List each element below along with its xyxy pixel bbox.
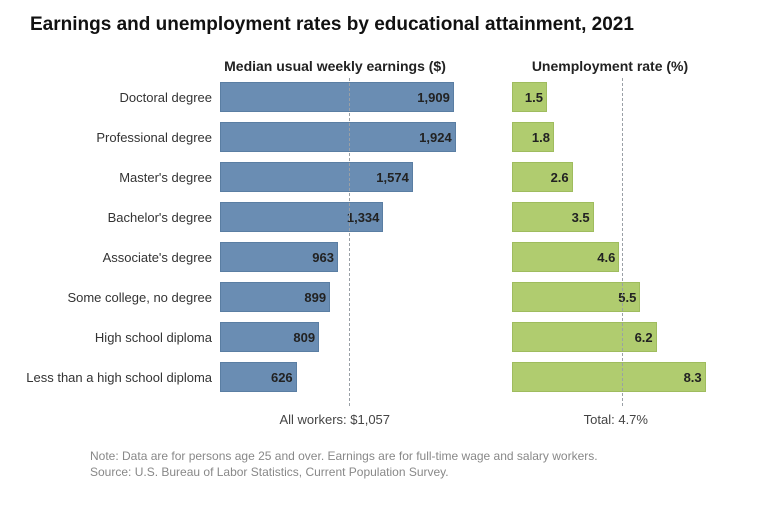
unemployment-reference-label: Total: 4.7% <box>584 412 648 427</box>
category-label: Professional degree <box>0 130 212 145</box>
category-label: Some college, no degree <box>0 290 212 305</box>
unemployment-value: 3.5 <box>560 210 590 225</box>
category-label: Associate's degree <box>0 250 212 265</box>
unemployment-value: 1.5 <box>513 90 543 105</box>
category-label: High school diploma <box>0 330 212 345</box>
subheader-earnings: Median usual weekly earnings ($) <box>215 58 455 74</box>
earnings-value: 1,909 <box>404 90 450 105</box>
earnings-value: 899 <box>280 290 326 305</box>
earnings-reference-line <box>349 78 350 406</box>
earnings-reference-label: All workers: $1,057 <box>279 412 390 427</box>
subheader-unemployment: Unemployment rate (%) <box>500 58 720 74</box>
earnings-value: 963 <box>288 250 334 265</box>
earnings-value: 1,924 <box>406 130 452 145</box>
footnote-line2: Source: U.S. Bureau of Labor Statistics,… <box>90 465 449 479</box>
unemployment-value: 1.8 <box>520 130 550 145</box>
category-label: Doctoral degree <box>0 90 212 105</box>
chart-title: Earnings and unemployment rates by educa… <box>30 14 634 36</box>
category-label: Master's degree <box>0 170 212 185</box>
unemployment-value: 2.6 <box>539 170 569 185</box>
footnote-line1: Note: Data are for persons age 25 and ov… <box>90 449 598 463</box>
earnings-value: 1,334 <box>333 210 379 225</box>
footnote: Note: Data are for persons age 25 and ov… <box>90 448 598 480</box>
unemployment-reference-line <box>622 78 623 406</box>
earnings-value: 809 <box>269 330 315 345</box>
unemployment-value: 6.2 <box>623 330 653 345</box>
earnings-value: 1,574 <box>363 170 409 185</box>
category-label: Less than a high school diploma <box>0 370 212 385</box>
unemployment-value: 8.3 <box>672 370 702 385</box>
unemployment-value: 4.6 <box>585 250 615 265</box>
earnings-value: 626 <box>247 370 293 385</box>
category-label: Bachelor's degree <box>0 210 212 225</box>
